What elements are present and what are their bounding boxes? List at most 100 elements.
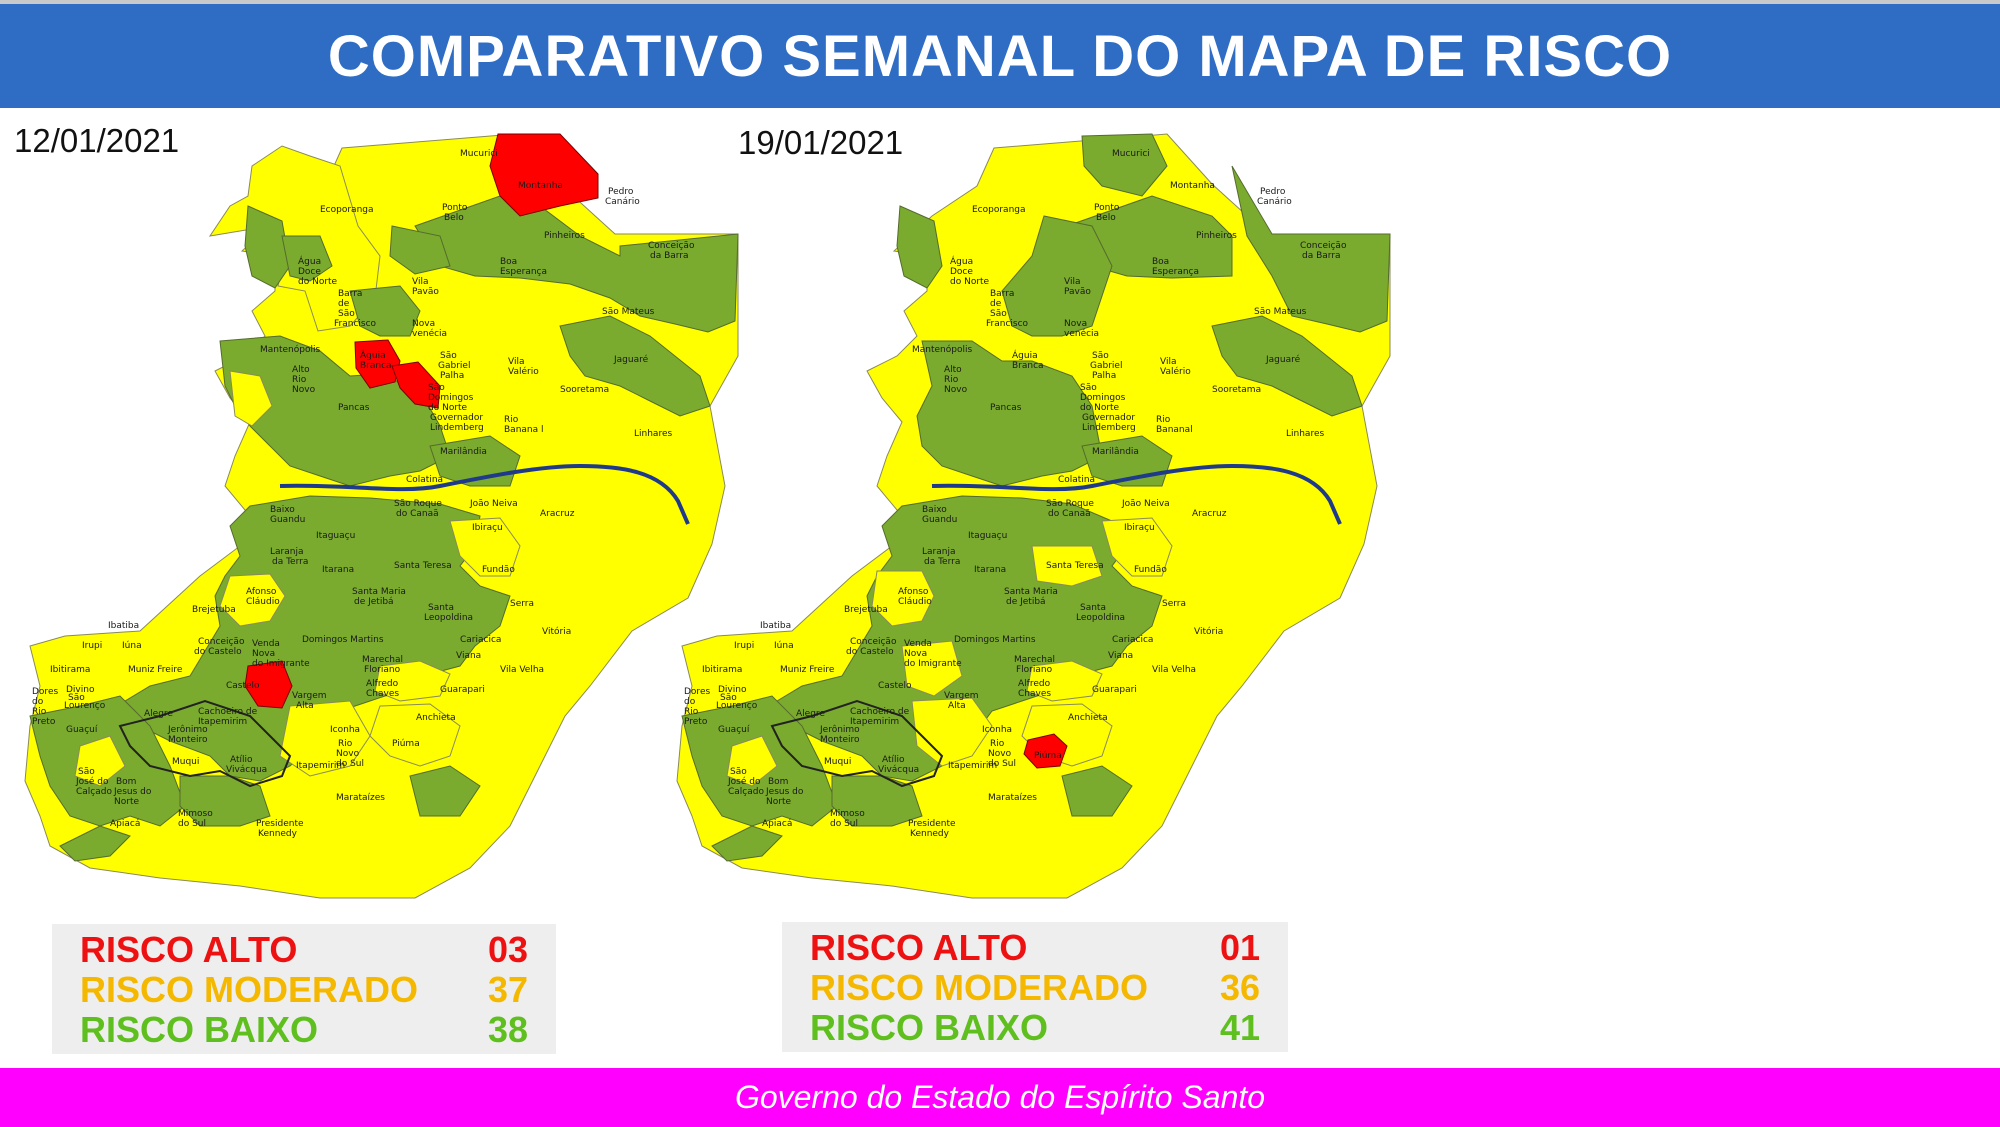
svg-text:Vargem: Vargem xyxy=(944,691,979,701)
svg-text:Pancas: Pancas xyxy=(990,403,1022,413)
legend-value-alto: 01 xyxy=(1219,927,1260,968)
svg-text:Lourenço: Lourenço xyxy=(716,701,758,711)
svg-text:Dores: Dores xyxy=(684,687,710,697)
svg-text:Guaçuí: Guaçuí xyxy=(718,725,750,735)
svg-text:Conceição: Conceição xyxy=(198,637,245,647)
svg-text:Jerônimo: Jerônimo xyxy=(167,724,208,735)
svg-text:Nova: Nova xyxy=(904,649,927,659)
svg-text:Novo: Novo xyxy=(336,749,360,759)
svg-text:do: do xyxy=(32,697,44,707)
svg-text:São: São xyxy=(1080,383,1097,393)
svg-text:da Terra: da Terra xyxy=(924,557,960,567)
footer-banner: Governo do Estado do Espírito Santo xyxy=(0,1068,2000,1127)
svg-text:Vila Velha: Vila Velha xyxy=(500,665,544,675)
legend-left: RISCO ALTO 03 RISCO MODERADO 37 RISCO BA… xyxy=(52,924,556,1054)
map-date-left: 12/01/2021 xyxy=(14,122,180,159)
legend-label-moderado: RISCO MODERADO xyxy=(80,969,419,1010)
svg-text:Doce: Doce xyxy=(950,267,973,277)
svg-text:Guandu: Guandu xyxy=(270,515,305,525)
risk-map-right: Mucurici Montanha Pedro Canário Ecoporang… xyxy=(672,126,1412,906)
svg-text:Jaguaré: Jaguaré xyxy=(1265,354,1301,365)
svg-text:Itapemirim: Itapemirim xyxy=(198,717,247,727)
svg-text:Calçado: Calçado xyxy=(76,787,112,797)
svg-text:Palha: Palha xyxy=(1092,371,1116,381)
svg-text:Belo: Belo xyxy=(444,213,464,223)
svg-text:venécia: venécia xyxy=(1064,328,1099,339)
legend-row-moderado: RISCO MODERADO 36 xyxy=(810,967,1260,1008)
svg-text:Ponto: Ponto xyxy=(1094,203,1120,213)
svg-text:Bananal: Bananal xyxy=(1156,425,1193,435)
svg-text:Sooretama: Sooretama xyxy=(560,385,609,395)
svg-text:Brejetuba: Brejetuba xyxy=(192,605,236,615)
svg-text:Norte: Norte xyxy=(766,797,791,807)
svg-text:Belo: Belo xyxy=(1096,213,1116,223)
svg-text:São Mateus: São Mateus xyxy=(602,307,655,317)
legend-value-baixo: 38 xyxy=(487,1009,528,1050)
svg-text:Esperança: Esperança xyxy=(500,267,547,277)
svg-text:Ibatiba: Ibatiba xyxy=(108,621,139,631)
svg-text:Jerônimo: Jerônimo xyxy=(819,724,860,735)
svg-text:Pinheiros: Pinheiros xyxy=(1196,231,1237,241)
svg-text:do Norte: do Norte xyxy=(428,403,468,413)
svg-text:do Castelo: do Castelo xyxy=(194,647,242,657)
svg-text:Pedro: Pedro xyxy=(1260,187,1286,197)
svg-text:Dores: Dores xyxy=(32,687,58,697)
svg-text:Piúma: Piúma xyxy=(1034,751,1062,761)
footer-text: Governo do Estado do Espírito Santo xyxy=(734,1079,1266,1115)
svg-text:João Neiva: João Neiva xyxy=(1121,499,1170,509)
svg-text:Mantenópolis: Mantenópolis xyxy=(912,344,972,355)
svg-text:Viana: Viana xyxy=(456,651,481,661)
svg-text:Linhares: Linhares xyxy=(634,429,672,439)
svg-text:Vivácqua: Vivácqua xyxy=(878,765,919,775)
legend-value-moderado: 36 xyxy=(1219,967,1260,1008)
svg-text:Barra: Barra xyxy=(990,289,1014,299)
svg-text:Águia: Águia xyxy=(360,349,386,361)
svg-text:Rio: Rio xyxy=(32,707,47,717)
svg-text:do Norte: do Norte xyxy=(1080,403,1120,413)
svg-text:Jesus do: Jesus do xyxy=(113,787,152,797)
svg-text:da Barra: da Barra xyxy=(650,251,689,261)
svg-text:Vargem: Vargem xyxy=(292,691,327,701)
svg-text:do Canaã: do Canaã xyxy=(396,509,439,519)
svg-text:São Mateus: São Mateus xyxy=(1254,307,1307,317)
svg-text:Gabriel: Gabriel xyxy=(1090,361,1122,371)
svg-text:Ponto: Ponto xyxy=(442,203,468,213)
svg-text:Palha: Palha xyxy=(440,371,464,381)
svg-text:João Neiva: João Neiva xyxy=(469,499,518,509)
svg-text:Santa Teresa: Santa Teresa xyxy=(1046,561,1104,571)
svg-text:Itapemirim: Itapemirim xyxy=(850,717,899,727)
svg-text:Laranja: Laranja xyxy=(922,547,955,557)
title-banner: COMPARATIVO SEMANAL DO MAPA DE RISCO xyxy=(0,0,2000,108)
svg-text:Água: Água xyxy=(298,255,321,267)
svg-text:Vitória: Vitória xyxy=(1194,626,1223,637)
svg-text:Preto: Preto xyxy=(32,717,56,727)
svg-text:Nova: Nova xyxy=(412,319,435,329)
svg-text:Afonso: Afonso xyxy=(898,587,929,597)
legend-row-alto: RISCO ALTO 01 xyxy=(810,927,1260,968)
svg-text:São: São xyxy=(428,383,445,393)
svg-text:Serra: Serra xyxy=(510,599,534,609)
svg-text:Alfredo: Alfredo xyxy=(366,679,399,689)
svg-text:São: São xyxy=(1092,351,1109,361)
svg-text:Cariacica: Cariacica xyxy=(1112,635,1153,645)
svg-text:Mimoso: Mimoso xyxy=(830,809,865,819)
svg-text:Muniz Freire: Muniz Freire xyxy=(780,665,835,675)
svg-text:Novo: Novo xyxy=(292,385,316,395)
svg-text:Vila: Vila xyxy=(1064,277,1080,287)
legend-label-alto: RISCO ALTO xyxy=(80,929,298,970)
legend-label-baixo: RISCO BAIXO xyxy=(80,1009,319,1050)
legend-value-alto: 03 xyxy=(487,929,528,970)
svg-text:Ibatiba: Ibatiba xyxy=(760,621,791,631)
svg-text:Ibitirama: Ibitirama xyxy=(702,665,742,675)
svg-text:Iconha: Iconha xyxy=(330,725,360,735)
svg-text:Presidente: Presidente xyxy=(256,819,304,829)
svg-text:Branca: Branca xyxy=(360,361,392,371)
svg-text:Alfredo: Alfredo xyxy=(1018,679,1051,689)
svg-text:do Imigrante: do Imigrante xyxy=(252,659,310,669)
svg-text:Itapemirim: Itapemirim xyxy=(296,761,345,771)
svg-text:do Sul: do Sul xyxy=(988,759,1016,769)
svg-text:Marataízes: Marataízes xyxy=(336,793,385,803)
svg-text:Laranja: Laranja xyxy=(270,547,303,557)
svg-text:Jesus do: Jesus do xyxy=(765,787,804,797)
svg-text:Conceição: Conceição xyxy=(1300,241,1347,251)
